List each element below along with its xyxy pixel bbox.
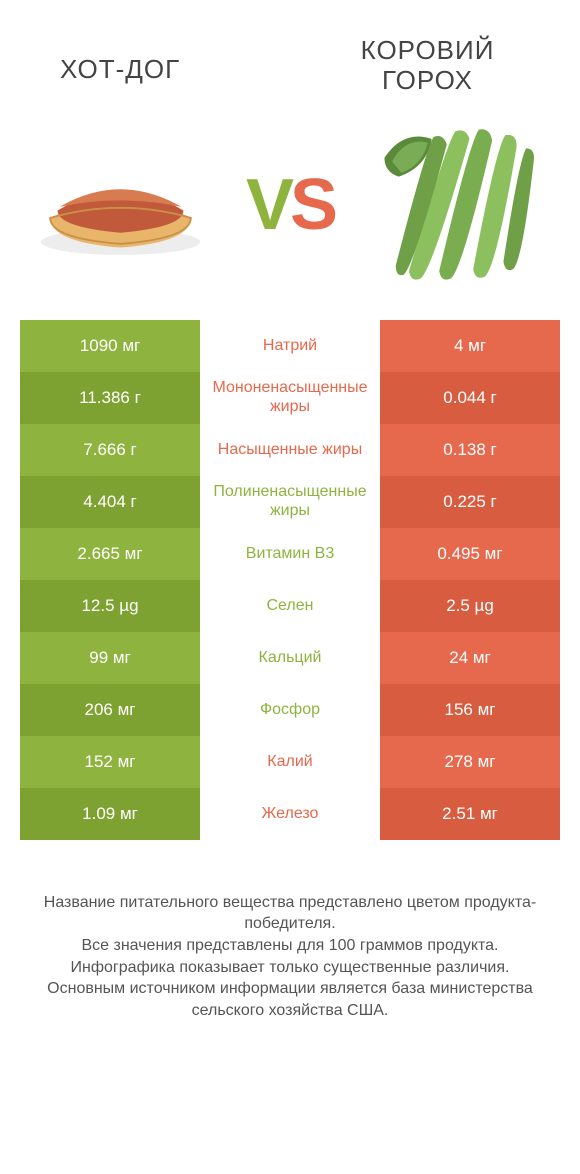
- table-row: 4.404 гПолиненасыщенные жиры0.225 г: [20, 476, 560, 528]
- table-row: 7.666 гНасыщенные жиры0.138 г: [20, 424, 560, 476]
- footer-notes: Название питательного вещества представл…: [0, 850, 580, 1022]
- left-value: 206 мг: [20, 684, 200, 736]
- table-row: 2.665 мгВитамин B30.495 мг: [20, 528, 560, 580]
- vs-v: V: [246, 165, 290, 245]
- vs-s: S: [290, 165, 334, 245]
- hero-row: VS: [0, 96, 580, 320]
- nutrient-label: Калий: [200, 736, 380, 788]
- right-value: 24 мг: [380, 632, 560, 684]
- left-product-image: [20, 120, 220, 290]
- right-value: 0.138 г: [380, 424, 560, 476]
- green-beans-icon: [375, 120, 545, 290]
- right-value: 0.495 мг: [380, 528, 560, 580]
- right-value: 4 мг: [380, 320, 560, 372]
- footer-line-1: Название питательного вещества представл…: [28, 892, 552, 935]
- left-value: 4.404 г: [20, 476, 200, 528]
- nutrient-label: Полиненасыщенные жиры: [200, 476, 380, 528]
- table-row: 1090 мгНатрий4 мг: [20, 320, 560, 372]
- nutrient-label: Витамин B3: [200, 528, 380, 580]
- nutrient-label: Мононенасыщенные жиры: [200, 372, 380, 424]
- footer-line-2: Все значения представлены для 100 граммо…: [28, 935, 552, 957]
- left-value: 1.09 мг: [20, 788, 200, 840]
- nutrient-label: Фосфор: [200, 684, 380, 736]
- right-product-title: КОРОВИЙГОРОХ: [305, 36, 550, 96]
- right-value: 0.225 г: [380, 476, 560, 528]
- footer-line-4: Основным источником информации является …: [28, 978, 552, 1021]
- left-value: 7.666 г: [20, 424, 200, 476]
- table-row: 12.5 µgСелен2.5 µg: [20, 580, 560, 632]
- right-value: 156 мг: [380, 684, 560, 736]
- right-product-image: [360, 120, 560, 290]
- nutrient-label: Железо: [200, 788, 380, 840]
- right-value: 0.044 г: [380, 372, 560, 424]
- nutrient-label: Селен: [200, 580, 380, 632]
- nutrient-label: Кальций: [200, 632, 380, 684]
- table-row: 11.386 гМононенасыщенные жиры0.044 г: [20, 372, 560, 424]
- infographic-page: ХОТ-ДОГ КОРОВИЙГОРОХ VS: [0, 0, 580, 1174]
- footer-line-3: Инфографика показывает только существенн…: [28, 957, 552, 979]
- left-value: 2.665 мг: [20, 528, 200, 580]
- table-row: 152 мгКалий278 мг: [20, 736, 560, 788]
- left-value: 12.5 µg: [20, 580, 200, 632]
- left-value: 99 мг: [20, 632, 200, 684]
- table-row: 206 мгФосфор156 мг: [20, 684, 560, 736]
- hotdog-icon: [28, 145, 213, 265]
- left-value: 152 мг: [20, 736, 200, 788]
- table-row: 99 мгКальций24 мг: [20, 632, 560, 684]
- nutrient-table: 1090 мгНатрий4 мг11.386 гМононенасыщенны…: [20, 320, 560, 840]
- left-value: 1090 мг: [20, 320, 200, 372]
- table-row: 1.09 мгЖелезо2.51 мг: [20, 788, 560, 840]
- left-value: 11.386 г: [20, 372, 200, 424]
- nutrient-label: Насыщенные жиры: [200, 424, 380, 476]
- right-value: 2.5 µg: [380, 580, 560, 632]
- vs-label: VS: [246, 164, 334, 246]
- left-product-title: ХОТ-ДОГ: [30, 36, 305, 96]
- title-row: ХОТ-ДОГ КОРОВИЙГОРОХ: [0, 0, 580, 96]
- nutrient-label: Натрий: [200, 320, 380, 372]
- right-value: 278 мг: [380, 736, 560, 788]
- right-value: 2.51 мг: [380, 788, 560, 840]
